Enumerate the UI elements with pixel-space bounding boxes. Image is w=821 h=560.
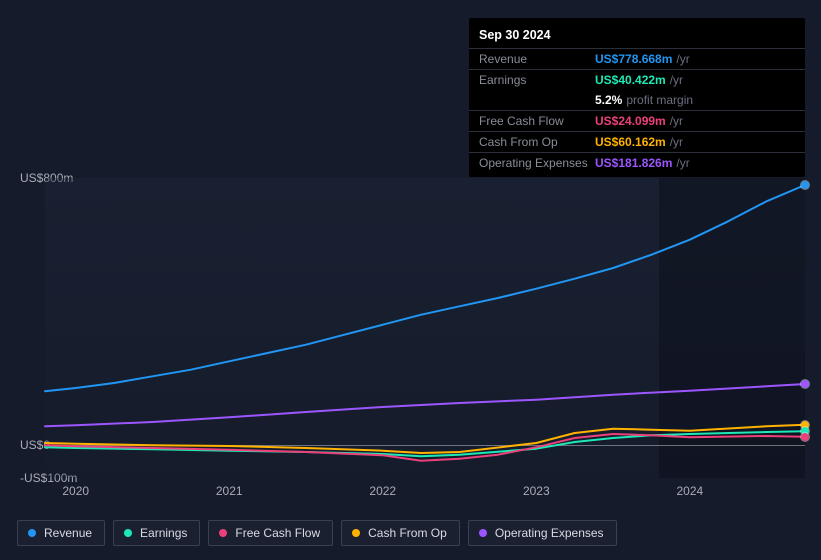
legend-label: Cash From Op	[368, 526, 447, 540]
chart-legend: Revenue Earnings Free Cash Flow Cash From O…	[17, 520, 617, 546]
legend-item-revenue[interactable]: Revenue	[17, 520, 105, 546]
x-axis-label: 2023	[523, 484, 550, 498]
x-axis-label: 2020	[62, 484, 89, 498]
tooltip-row-label	[479, 93, 595, 107]
tooltip-row-value: 5.2%profit margin	[595, 93, 795, 107]
legend-label: Revenue	[44, 526, 92, 540]
series-endpoint-revenue	[801, 181, 809, 189]
legend-dot-icon	[28, 529, 36, 537]
tooltip-row-label: Cash From Op	[479, 135, 595, 149]
tooltip-date: Sep 30 2024	[469, 24, 805, 48]
chart-tooltip: Sep 30 2024 RevenueUS$778.668m/yrEarning…	[469, 18, 805, 177]
legend-dot-icon	[479, 529, 487, 537]
legend-dot-icon	[124, 529, 132, 537]
series-endpoint-free-cash-flow	[801, 433, 809, 441]
tooltip-row: 5.2%profit margin	[469, 90, 805, 110]
legend-label: Earnings	[140, 526, 187, 540]
tooltip-row-value: US$60.162m/yr	[595, 135, 795, 149]
tooltip-row-value: US$778.668m/yr	[595, 52, 795, 66]
legend-item-free-cash-flow[interactable]: Free Cash Flow	[208, 520, 333, 546]
tooltip-row: RevenueUS$778.668m/yr	[469, 48, 805, 69]
x-axis-label: 2021	[216, 484, 243, 498]
financials-line-chart[interactable]: US$800mUS$0-US$100m	[20, 158, 806, 478]
tooltip-row: Free Cash FlowUS$24.099m/yr	[469, 110, 805, 131]
tooltip-row-label: Earnings	[479, 73, 595, 87]
chart-svg	[45, 178, 805, 478]
legend-label: Operating Expenses	[495, 526, 604, 540]
series-endpoint-operating-expenses	[801, 380, 809, 388]
tooltip-row-value: US$40.422m/yr	[595, 73, 795, 87]
series-line-operating-expenses	[45, 384, 805, 426]
legend-item-cash-from-op[interactable]: Cash From Op	[341, 520, 460, 546]
legend-item-operating-expenses[interactable]: Operating Expenses	[468, 520, 617, 546]
x-axis-label: 2024	[676, 484, 703, 498]
tooltip-row: EarningsUS$40.422m/yr	[469, 69, 805, 90]
legend-label: Free Cash Flow	[235, 526, 320, 540]
series-line-revenue	[45, 185, 805, 391]
x-axis-label: 2022	[369, 484, 396, 498]
legend-dot-icon	[219, 529, 227, 537]
legend-item-earnings[interactable]: Earnings	[113, 520, 200, 546]
tooltip-row: Cash From OpUS$60.162m/yr	[469, 131, 805, 152]
tooltip-row-label: Free Cash Flow	[479, 114, 595, 128]
tooltip-row-label: Revenue	[479, 52, 595, 66]
tooltip-row-value: US$24.099m/yr	[595, 114, 795, 128]
legend-dot-icon	[352, 529, 360, 537]
